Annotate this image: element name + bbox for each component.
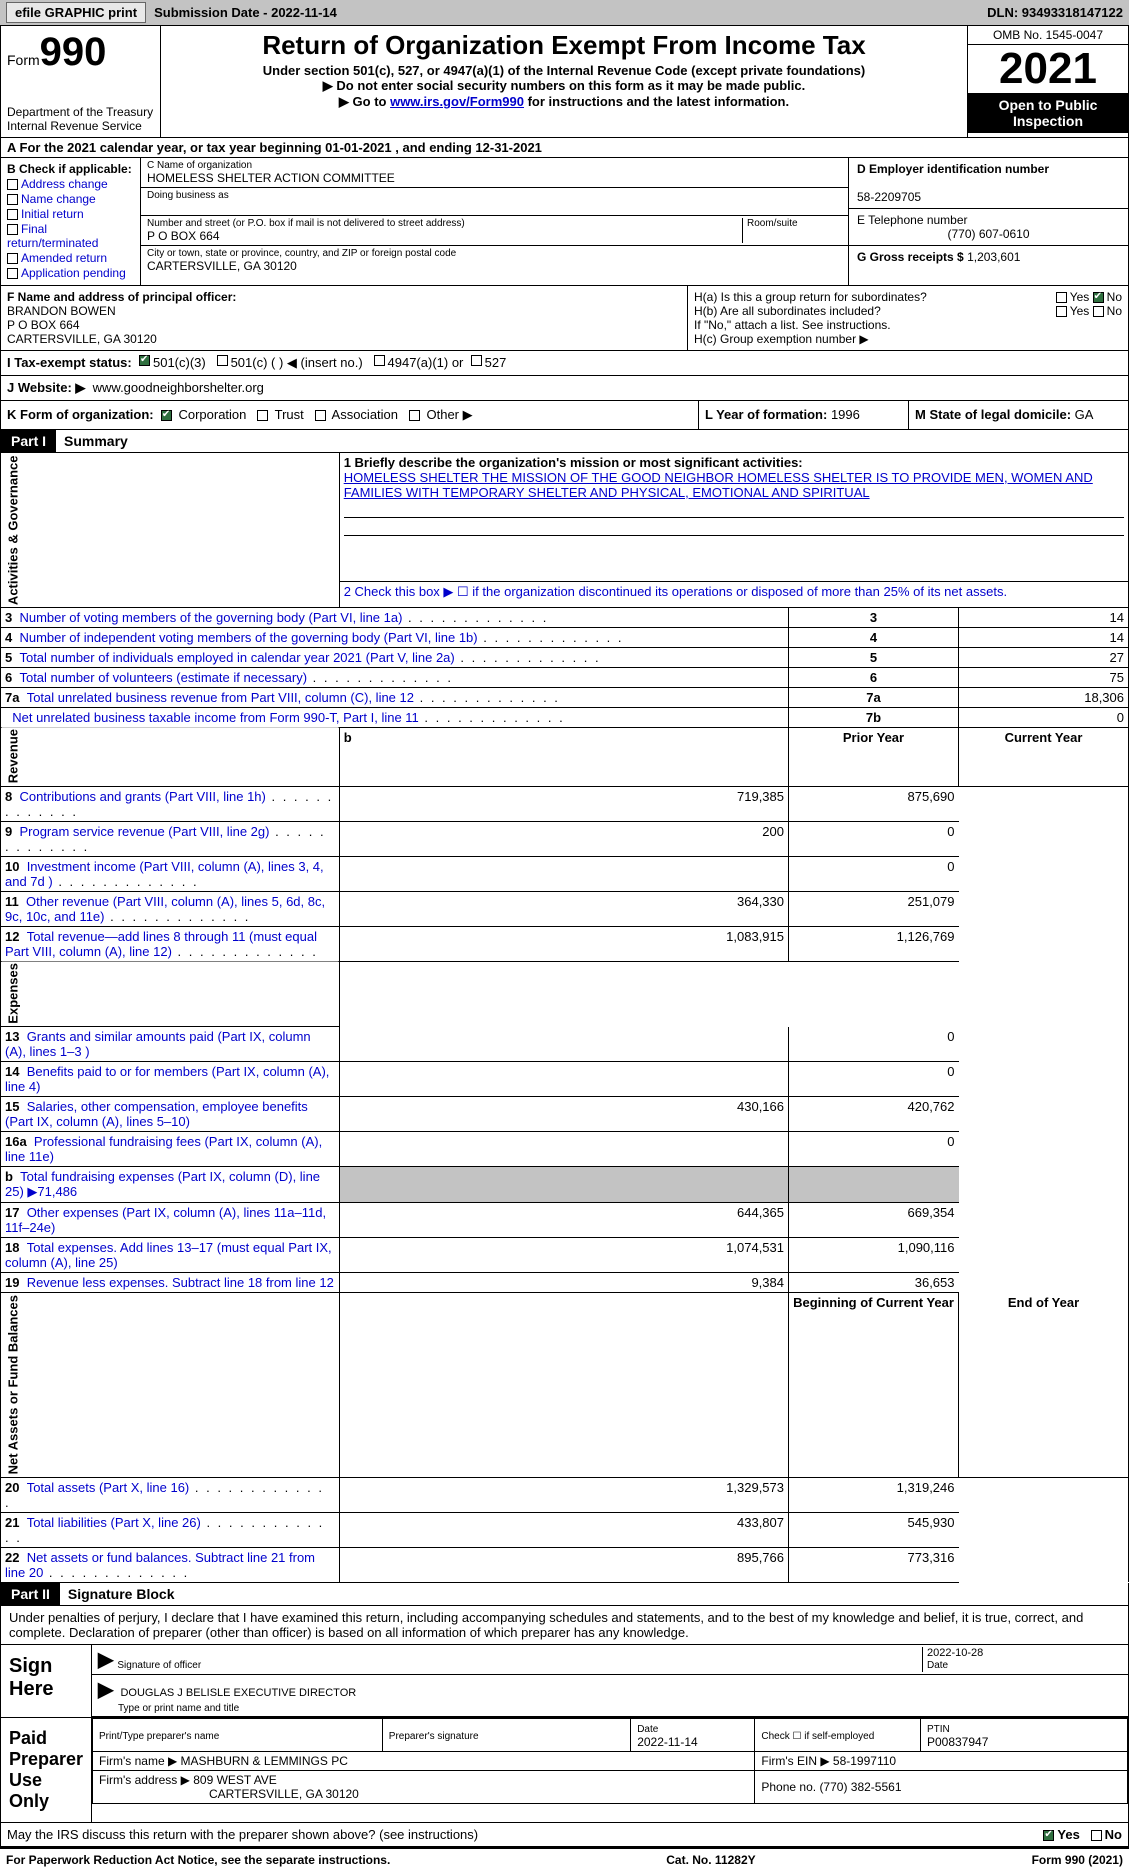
street-address: P O BOX 664 — [147, 229, 742, 243]
col-dg: D Employer identification number 58-2209… — [848, 158, 1128, 285]
section-fh: F Name and address of principal officer:… — [0, 286, 1129, 351]
part2-header: Part II Signature Block — [0, 1583, 1129, 1606]
omb-number: OMB No. 1545-0047 — [968, 26, 1128, 45]
website-value: www.goodneighborshelter.org — [93, 380, 264, 396]
sidelabel-activities: Activities & Governance — [1, 453, 340, 607]
summary-table: Activities & Governance 1 Briefly descri… — [0, 453, 1129, 1583]
form-number: Form990 — [7, 30, 154, 75]
subtitle-1: Under section 501(c), 527, or 4947(a)(1)… — [167, 63, 961, 78]
signature-block: Under penalties of perjury, I declare th… — [0, 1606, 1129, 1823]
line-i: I Tax-exempt status: 501(c)(3) 501(c) ( … — [0, 351, 1129, 376]
year-formation: 1996 — [831, 407, 860, 422]
col-b: B Check if applicable: Address changeNam… — [1, 158, 141, 285]
perjury-declaration: Under penalties of perjury, I declare th… — [1, 1606, 1128, 1645]
org-name: HOMELESS SHELTER ACTION COMMITTEE — [147, 171, 842, 185]
dept-label: Department of the Treasury Internal Reve… — [7, 105, 154, 133]
subtitle-2: ▶ Do not enter social security numbers o… — [167, 78, 961, 94]
section-bcd: B Check if applicable: Address changeNam… — [0, 158, 1129, 286]
officer-typed-name: DOUGLAS J BELISLE EXECUTIVE DIRECTOR — [120, 1687, 356, 1699]
sign-here-label: Sign Here — [1, 1645, 91, 1717]
checkbox-option[interactable]: Amended return — [7, 251, 134, 265]
corporation-checkbox[interactable] — [161, 410, 172, 421]
gross-receipts: 1,203,601 — [967, 250, 1020, 264]
open-to-public: Open to Public Inspection — [968, 93, 1128, 133]
checkbox-option[interactable]: Final return/terminated — [7, 222, 134, 250]
firm-addr1: 809 WEST AVE — [193, 1773, 277, 1787]
tax-year: 2021 — [968, 45, 1128, 93]
preparer-table: Print/Type preparer's name Preparer's si… — [92, 1718, 1128, 1804]
efile-print-button[interactable]: efile GRAPHIC print — [6, 2, 146, 23]
mission-text: HOMELESS SHELTER THE MISSION OF THE GOOD… — [344, 470, 1093, 500]
discuss-row: May the IRS discuss this return with the… — [0, 1823, 1129, 1847]
firm-phone: (770) 382-5561 — [819, 1780, 901, 1794]
firm-ein: 58-1997110 — [833, 1754, 896, 1768]
checkbox-option[interactable]: Initial return — [7, 207, 134, 221]
state-domicile: GA — [1075, 407, 1094, 422]
irs-link[interactable]: www.irs.gov/Form990 — [390, 94, 524, 109]
form-title: Return of Organization Exempt From Incom… — [167, 30, 961, 61]
line-klm: K Form of organization: Corporation Trus… — [0, 401, 1129, 430]
submission-date: Submission Date - 2022-11-14 — [154, 5, 337, 20]
line-j: J Website: ▶ www.goodneighborshelter.org — [0, 376, 1129, 401]
firm-addr2: CARTERSVILLE, GA 30120 — [209, 1787, 359, 1801]
form-header: Form990 Department of the Treasury Inter… — [0, 25, 1129, 138]
sidelabel-revenue: Revenue — [1, 727, 340, 786]
part1-header: Part I Summary — [0, 430, 1129, 453]
sig-date: 2022-10-28 — [927, 1647, 983, 1659]
firm-name: MASHBURN & LEMMINGS PC — [181, 1754, 348, 1768]
sidelabel-netassets: Net Assets or Fund Balances — [1, 1293, 340, 1477]
checkbox-option[interactable]: Application pending — [7, 266, 134, 280]
discuss-yes-checkbox[interactable] — [1043, 1830, 1054, 1841]
line-a: A For the 2021 calendar year, or tax yea… — [0, 138, 1129, 158]
checkbox-option[interactable]: Address change — [7, 177, 134, 191]
sidelabel-expenses: Expenses — [1, 961, 340, 1027]
col-c: C Name of organization HOMELESS SHELTER … — [141, 158, 848, 285]
ein-value: 58-2209705 — [857, 190, 921, 204]
paid-preparer-label: Paid Preparer Use Only — [1, 1718, 91, 1822]
501c3-checkbox[interactable] — [139, 355, 150, 366]
top-bar: efile GRAPHIC print Submission Date - 20… — [0, 0, 1129, 25]
page-footer: For Paperwork Reduction Act Notice, see … — [0, 1847, 1129, 1871]
checkbox-option[interactable]: Name change — [7, 192, 134, 206]
officer-name: BRANDON BOWEN — [7, 304, 116, 318]
dln-number: DLN: 93493318147122 — [987, 5, 1123, 20]
ptin: P00837947 — [927, 1735, 988, 1749]
group-return-no-checkbox[interactable] — [1093, 292, 1104, 303]
subtitle-3: ▶ Go to www.irs.gov/Form990 for instruct… — [167, 94, 961, 110]
telephone: (770) 607-0610 — [857, 227, 1120, 241]
city-state-zip: CARTERSVILLE, GA 30120 — [147, 259, 842, 273]
